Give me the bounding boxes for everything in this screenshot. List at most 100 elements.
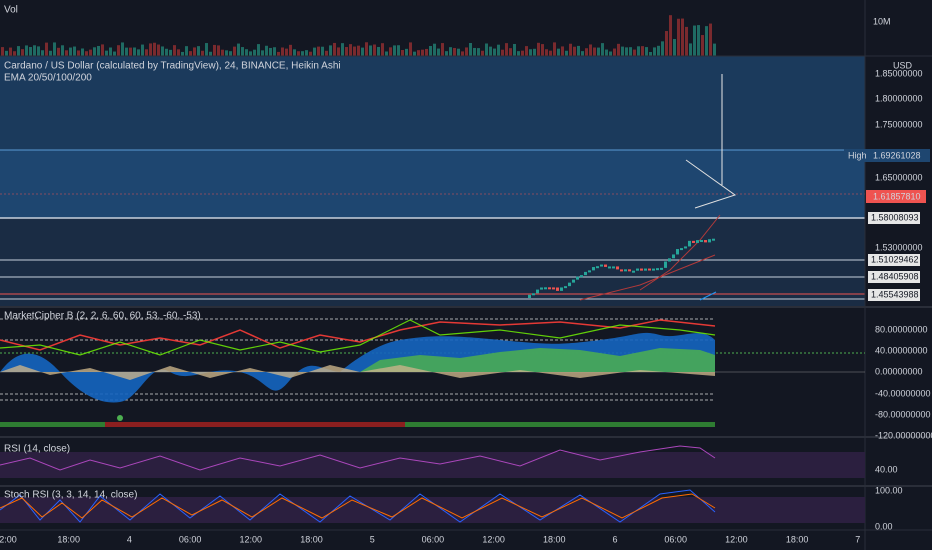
volume-bar [37,46,40,56]
volume-bar [505,43,508,56]
candle [712,238,715,241]
volume-bar [521,50,524,56]
volume-bar [681,18,684,56]
volume-bar [577,45,580,56]
volume-bar [337,47,340,56]
volume-bar [601,43,604,56]
volume-bar [517,51,520,56]
volume-bar [297,51,300,56]
time-label: 7 [855,534,860,544]
candle [628,269,631,272]
volume-bar [473,47,476,56]
volume-bar [461,51,464,56]
pane-title: MarketCipher B (2, 2, 6, 60, 60, 53, -60… [4,311,201,322]
volume-bar [9,47,12,56]
ema-line [699,291,717,301]
price-axis-label: 1.80000000 [875,93,923,103]
volume-bar [269,47,272,56]
level-tag [868,289,920,301]
time-label: 06:00 [664,534,687,544]
volume-bar [417,50,420,56]
volume-bar [113,51,116,56]
volume-bars [1,15,716,56]
volume-bar [93,47,96,56]
cipher-axis-label: -80.00000000 [875,409,931,419]
volume-bar [657,45,660,56]
volume-bar [53,42,56,56]
candle [708,239,711,243]
triangle-drawing [685,159,737,209]
volume-bar [641,46,644,56]
volume-bar [153,42,156,56]
volume-bar [125,47,128,56]
volume-bar [45,42,48,56]
cipher-axis-label: 80.00000000 [875,324,928,334]
volume-bar [177,49,180,56]
time-label: 6 [612,534,617,544]
volume-bar [345,47,348,56]
volume-bar [29,47,32,56]
volume-bar [149,43,152,56]
volume-bar [249,51,252,56]
volume-bar [569,43,572,56]
candle [556,287,559,291]
candle [632,270,635,273]
volume-bar [369,45,372,56]
volume-bar [57,47,60,56]
volume-bar [401,49,404,56]
volume-bar [573,46,576,56]
level-label: 1.51029462 [871,254,919,264]
time-label: 12:00 [725,534,748,544]
volume-bar [501,49,504,56]
indicator-title: EMA 20/50/100/200 [4,73,92,84]
volume-bar [329,45,332,56]
candle [564,286,567,289]
trend-bar [105,422,405,427]
candle [604,264,607,267]
time-label: 18:00 [543,534,566,544]
volume-bar [161,46,164,56]
volume-bar [597,47,600,56]
stoch-d [0,493,716,519]
candle [544,287,547,290]
volume-bar [677,18,680,56]
level-tag [868,212,920,224]
volume-bar [141,44,144,56]
stoch-axis-label: 100.00 [875,485,903,495]
time-label: 4 [127,534,132,544]
axis-labels: 1.85000000 1.80000000 1.75000000 1.65000000… [0,68,932,544]
candle [644,268,647,271]
time-label: 06:00 [179,534,202,544]
volume-bar [89,49,92,56]
ema-line [579,254,716,301]
volume-bar [133,47,136,56]
price-axis-label: 1.53000000 [875,242,923,252]
volume-bar [581,51,584,56]
volume-bar [545,49,548,56]
zone-band [0,150,865,218]
volume-bar [541,44,544,56]
volume-bar [613,48,616,56]
volume-bar [565,50,568,56]
pane-title: Stoch RSI (3, 3, 14, 14, close) [4,490,137,501]
volume-bar [25,45,28,56]
volume-bar [373,44,376,56]
volume-bar [281,47,284,56]
volume-bar [85,51,88,56]
candle [600,264,603,267]
zone-band [0,218,865,306]
rsi-line [0,445,716,471]
volume-bar [549,50,552,56]
volume-bar [661,41,664,56]
candle [680,248,683,251]
volume-bar [617,43,620,56]
ema-line [639,214,721,291]
stoch-band [0,497,865,523]
time-label: 12:00 [240,534,263,544]
volume-bar [397,45,400,56]
volume-bar [225,50,228,56]
candle [700,240,703,243]
cipher-axis-label: -40.00000000 [875,388,931,398]
candle [592,267,595,271]
level-label: 1.58008093 [871,212,919,222]
